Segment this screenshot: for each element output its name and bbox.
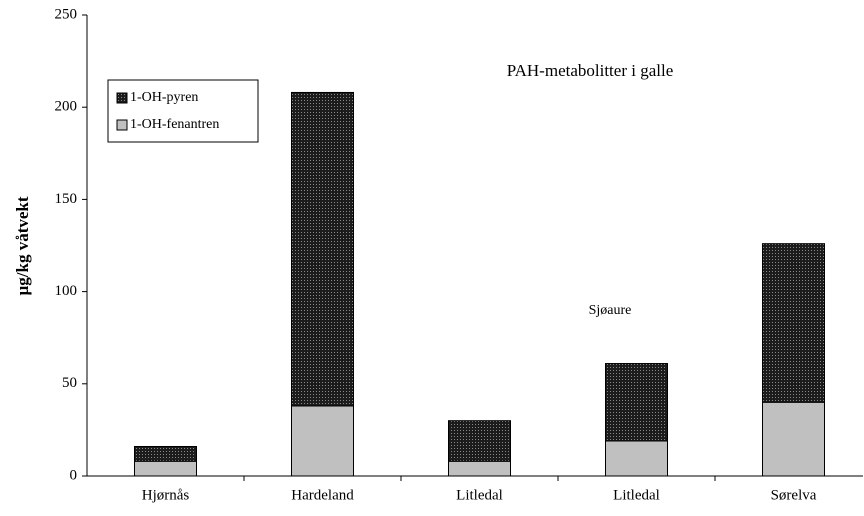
y-tick-label: 150 — [55, 191, 78, 207]
x-tick-label: Hardeland — [291, 487, 354, 503]
x-tick-label: Hjørnås — [142, 487, 190, 503]
y-axis-label: µg/kg våtvekt — [13, 196, 32, 295]
bar-segment — [291, 91, 354, 407]
legend-label: 1-OH-pyren — [130, 90, 198, 105]
legend-label: 1-OH-fenantren — [130, 117, 219, 132]
bar-segment — [134, 460, 197, 477]
legend-swatch — [116, 119, 128, 131]
bar-segment — [762, 243, 825, 403]
bar-segment — [448, 460, 511, 477]
x-tick-label: Sørelva — [771, 487, 817, 503]
legend-box — [107, 79, 259, 143]
annotation: Sjøaure — [589, 303, 632, 318]
bar-segment — [605, 440, 668, 477]
y-tick-label: 0 — [70, 467, 78, 483]
x-tick-label: Litledal — [456, 487, 503, 503]
bar-segment — [448, 420, 511, 462]
bar-segment — [291, 405, 354, 477]
chart-title: PAH-metabolitter i galle — [507, 61, 674, 80]
y-tick-label: 200 — [55, 99, 78, 115]
x-tick-label: Litledal — [613, 487, 660, 503]
y-tick-label: 250 — [55, 6, 78, 22]
bar-segment — [605, 363, 668, 442]
legend-swatch — [116, 92, 128, 104]
bar-segment — [134, 445, 197, 462]
bar-segment — [762, 401, 825, 477]
y-tick-label: 50 — [62, 375, 77, 391]
y-tick-label: 100 — [55, 283, 78, 299]
